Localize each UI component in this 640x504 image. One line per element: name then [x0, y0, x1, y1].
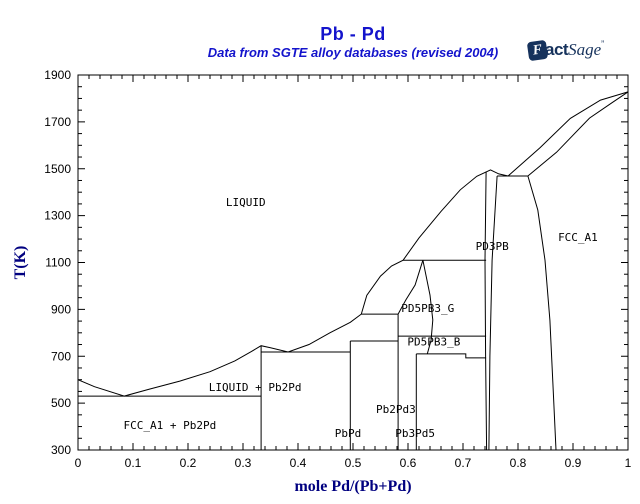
y-tick-label: 1700: [44, 115, 71, 129]
x-tick-label: 0.6: [400, 456, 417, 470]
x-tick-label: 0.8: [510, 456, 527, 470]
x-tick-label: 1: [625, 456, 632, 470]
region-label-fcc-a1: FCC_A1: [558, 231, 598, 244]
region-label-pd3pb: PD3PB: [476, 240, 509, 253]
x-tick-label: 0.9: [565, 456, 582, 470]
x-tick-label: 0: [75, 456, 82, 470]
x-tick-label: 0.5: [345, 456, 362, 470]
region-label-pbpd: PbPd: [335, 427, 362, 440]
boundary-pd5pb3g-left-boundary: [397, 260, 424, 315]
factsage-logo-sage: Sage: [568, 40, 602, 59]
y-axis-title: T(K): [12, 246, 29, 280]
boundary-pd3pb-right-boundary: [488, 175, 498, 451]
region-label-liquid-pb2pd: LIQUID + Pb2Pd: [209, 381, 302, 394]
boundary-fcc-solidus: [527, 91, 629, 177]
y-tick-label: 1100: [45, 256, 71, 270]
y-tick-label: 1500: [44, 162, 71, 176]
region-label-pb3pd5: Pb3Pd5: [395, 427, 435, 440]
region-label-liquid: LIQUID: [226, 196, 266, 209]
chart-title: Pb - Pd: [320, 24, 386, 44]
x-tick-label: 0.7: [455, 456, 472, 470]
y-tick-label: 700: [51, 349, 71, 363]
factsage-logo: F act Sage ”: [526, 38, 605, 62]
region-label-pb2pd3: Pb2Pd3: [376, 403, 416, 416]
x-tick-label: 0.2: [180, 456, 197, 470]
boundary-liquidus: [77, 91, 629, 397]
x-tick-label: 0.3: [235, 456, 252, 470]
boundary-pd3pb-left-boundary: [484, 171, 488, 451]
region-label-pd5pb3-g: PD5PB3_G: [401, 302, 454, 315]
x-tick-label: 0.4: [290, 456, 307, 470]
x-axis-title: mole Pd/(Pb+Pd): [294, 478, 411, 495]
x-tick-label: 0.1: [125, 456, 142, 470]
boundary-pd5pb3b-bottom: [416, 353, 487, 359]
boundary-pd5pb3g-right-boundary: [422, 260, 434, 355]
region-label-pd5pb3-b: PD5PB3_B: [407, 336, 460, 349]
region-label-fcc-a1-pb2pd: FCC_A1 + Pb2Pd: [123, 419, 216, 432]
y-tick-label: 1900: [44, 68, 71, 82]
factsage-logo-act: act: [545, 40, 569, 59]
factsage-logo-trademark: ”: [601, 39, 605, 49]
boundary-fcc-solvus: [527, 175, 557, 451]
y-tick-label: 1300: [44, 209, 71, 223]
y-tick-label: 300: [51, 443, 71, 457]
y-tick-label: 500: [51, 396, 71, 410]
chart-subtitle: Data from SGTE alloy databases (revised …: [207, 45, 499, 60]
y-tick-label: 900: [51, 302, 71, 316]
